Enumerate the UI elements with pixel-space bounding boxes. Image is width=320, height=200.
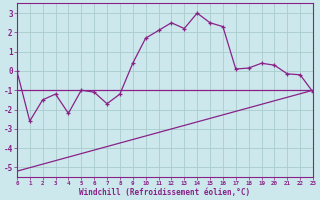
X-axis label: Windchill (Refroidissement éolien,°C): Windchill (Refroidissement éolien,°C) [79, 188, 251, 197]
